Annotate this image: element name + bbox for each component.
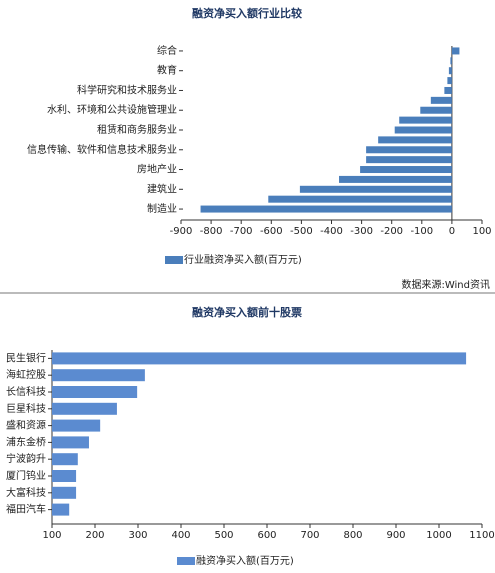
x-tick-label: -900 <box>170 226 193 237</box>
x-tick-label: 900 <box>386 530 405 541</box>
bar <box>378 136 452 144</box>
bar <box>450 57 452 65</box>
bar <box>448 67 452 75</box>
legend-swatch <box>177 557 195 565</box>
y-tick-label: 综合 <box>157 44 177 57</box>
x-tick-label: -500 <box>290 226 313 237</box>
bar <box>444 86 452 94</box>
x-tick-label: 400 <box>171 530 190 541</box>
x-tick-label: -700 <box>230 226 253 237</box>
legend-label: 融资净买入额(百万元) <box>196 554 294 567</box>
source: 数据来源:Wind资讯 <box>401 278 490 291</box>
bar <box>268 195 452 203</box>
legend-label: 行业融资净买入额(百万元) <box>184 253 302 266</box>
bar <box>52 369 145 382</box>
x-tick-label: 100 <box>472 226 491 237</box>
bar <box>200 205 452 213</box>
x-tick-label: -200 <box>380 226 403 237</box>
x-tick-label: -400 <box>320 226 343 237</box>
x-tick-label: 100 <box>42 530 61 541</box>
bar <box>360 166 452 174</box>
x-tick-label: 600 <box>257 530 276 541</box>
y-tick-label: 建筑业 <box>147 182 177 195</box>
chart-title: 融资净买入额行业比较 <box>192 6 302 20</box>
bar <box>52 402 117 415</box>
bar <box>52 453 78 466</box>
y-tick-label: 科学研究和技术服务业 <box>77 83 177 96</box>
y-tick-label: 福田汽车 <box>6 503 46 516</box>
bar <box>52 470 77 482</box>
bar <box>52 503 70 516</box>
bar <box>52 386 138 398</box>
bar <box>399 116 452 124</box>
y-tick-label: 信息传输、软件和信息技术服务业 <box>27 143 177 156</box>
x-tick-label: 300 <box>128 530 147 541</box>
x-tick-label: 1100 <box>469 530 494 541</box>
bar <box>52 352 467 365</box>
y-tick-label: 长信科技 <box>6 385 46 398</box>
y-tick-label: 浦东金桥 <box>6 435 46 448</box>
y-tick-label: 民生银行 <box>6 351 46 364</box>
y-tick-label: 租赁和商务服务业 <box>97 123 177 136</box>
bar <box>451 47 460 55</box>
x-tick-label: 200 <box>85 530 104 541</box>
y-tick-label: 制造业 <box>147 202 177 215</box>
x-tick-label: -600 <box>260 226 283 237</box>
y-tick-label: 水利、环境和公共设施管理业 <box>47 103 177 116</box>
y-tick-label: 教育 <box>157 64 177 77</box>
x-tick-label: -800 <box>200 226 223 237</box>
y-tick-label: 房地产业 <box>137 163 177 176</box>
y-tick-label: 海虹控股 <box>6 368 46 381</box>
x-tick-label: -100 <box>410 226 433 237</box>
bar <box>52 486 77 499</box>
bar <box>366 156 452 164</box>
y-tick-label: 厦门钨业 <box>6 469 46 482</box>
bar <box>299 185 452 193</box>
y-tick-label: 大富科技 <box>6 486 46 499</box>
bar <box>339 175 452 183</box>
bar <box>366 146 452 154</box>
bar <box>52 436 89 449</box>
x-tick-label: 800 <box>343 530 362 541</box>
x-tick-label: 500 <box>214 530 233 541</box>
y-tick-label: 宁波韵升 <box>6 452 46 465</box>
y-tick-label: 巨星科技 <box>6 402 46 415</box>
bar <box>394 126 452 134</box>
bar <box>447 77 452 85</box>
x-tick-label: -300 <box>350 226 373 237</box>
bar <box>52 419 101 432</box>
y-tick-label: 盛和资源 <box>6 419 46 432</box>
x-tick-label: 700 <box>300 530 319 541</box>
legend-swatch <box>165 256 183 264</box>
x-tick-label: 0 <box>449 226 455 237</box>
x-tick-label: 1000 <box>426 530 451 541</box>
chart-title: 融资净买入额前十股票 <box>192 305 302 319</box>
bar <box>430 96 452 104</box>
bar <box>420 106 452 114</box>
